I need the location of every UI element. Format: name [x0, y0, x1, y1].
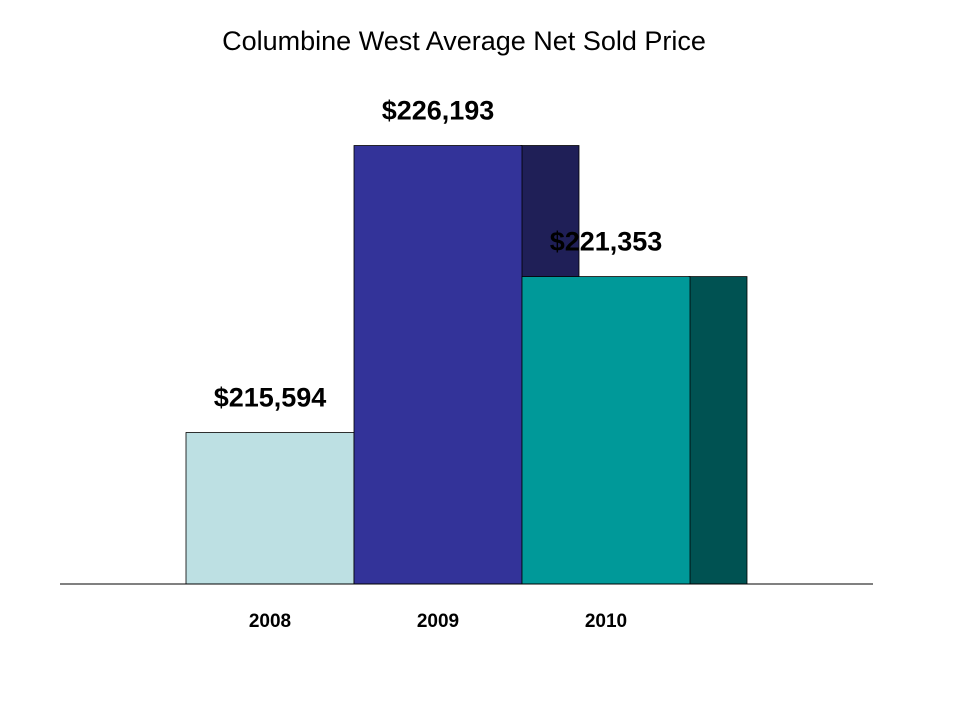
bar-2009 — [353, 145, 523, 585]
bar-2008 — [185, 432, 355, 585]
x-tick-2010: 2010 — [585, 611, 627, 632]
x-tick-2009: 2009 — [417, 611, 459, 632]
chart-title: Columbine West Average Net Sold Price — [222, 26, 706, 56]
bar-2010 — [521, 276, 691, 585]
x-tick-2008: 2008 — [249, 611, 291, 632]
bar-side-2010 — [688, 276, 748, 585]
data-label-2008: $215,594 — [214, 383, 327, 413]
data-label-2009: $226,193 — [382, 96, 495, 126]
data-label-2010: $221,353 — [550, 227, 663, 257]
